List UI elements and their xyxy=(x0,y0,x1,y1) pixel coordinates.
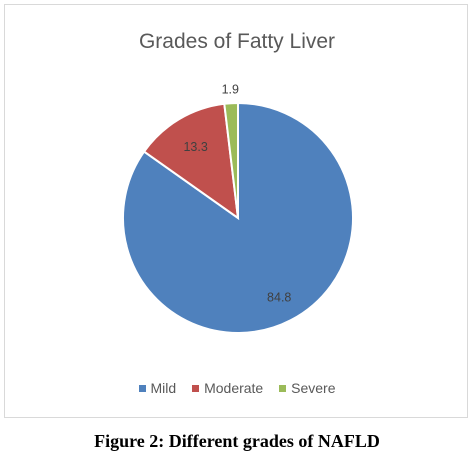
legend-swatch-mild xyxy=(138,385,146,392)
legend-label-moderate: Moderate xyxy=(204,380,264,396)
chart-legend: Mild Moderate Severe xyxy=(0,380,474,396)
pie-slice-mild xyxy=(122,101,354,334)
data-label-mild: 84.8 xyxy=(267,291,291,305)
legend-label-mild: Mild xyxy=(150,380,177,396)
legend-item-severe: Severe xyxy=(279,380,335,396)
pie-data-labels: 84.8 13.3 1.9 xyxy=(183,82,291,304)
legend-item-mild: Mild xyxy=(138,380,177,396)
data-label-moderate: 13.3 xyxy=(183,140,207,154)
pie-slice-moderate xyxy=(142,102,240,221)
legend-item-moderate: Moderate xyxy=(192,380,263,396)
figure-caption: Figure 2: Different grades of NAFLD xyxy=(94,431,380,451)
legend-swatch-severe xyxy=(279,385,287,392)
pie-slices xyxy=(122,101,354,334)
legend-swatch-moderate xyxy=(192,385,200,392)
pie-slice-severe xyxy=(223,101,239,219)
legend-label-severe: Severe xyxy=(291,380,336,396)
data-label-severe: 1.9 xyxy=(222,82,239,96)
chart-title: Grades of Fatty Liver xyxy=(138,30,336,53)
